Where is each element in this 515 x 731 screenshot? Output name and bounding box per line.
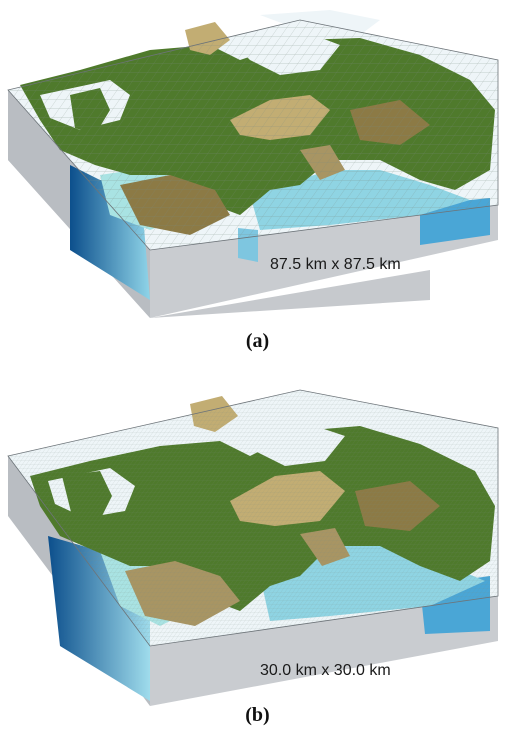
panel-a: 87.5 km x 87.5 km [0,0,515,330]
block-right-face [150,205,498,318]
resolution-label-a: 87.5 km x 87.5 km [270,256,401,273]
scandinavia-open [260,10,380,35]
block-right-face [150,596,498,706]
terrain-block-a [7,10,499,318]
caption-a: (a) [245,330,270,352]
terrain-block-b [7,389,499,706]
panel-b: 30.0 km x 30.0 km [0,376,515,706]
resolution-label-b: 30.0 km x 30.0 km [260,662,391,679]
caption-b: (b) [245,704,270,726]
